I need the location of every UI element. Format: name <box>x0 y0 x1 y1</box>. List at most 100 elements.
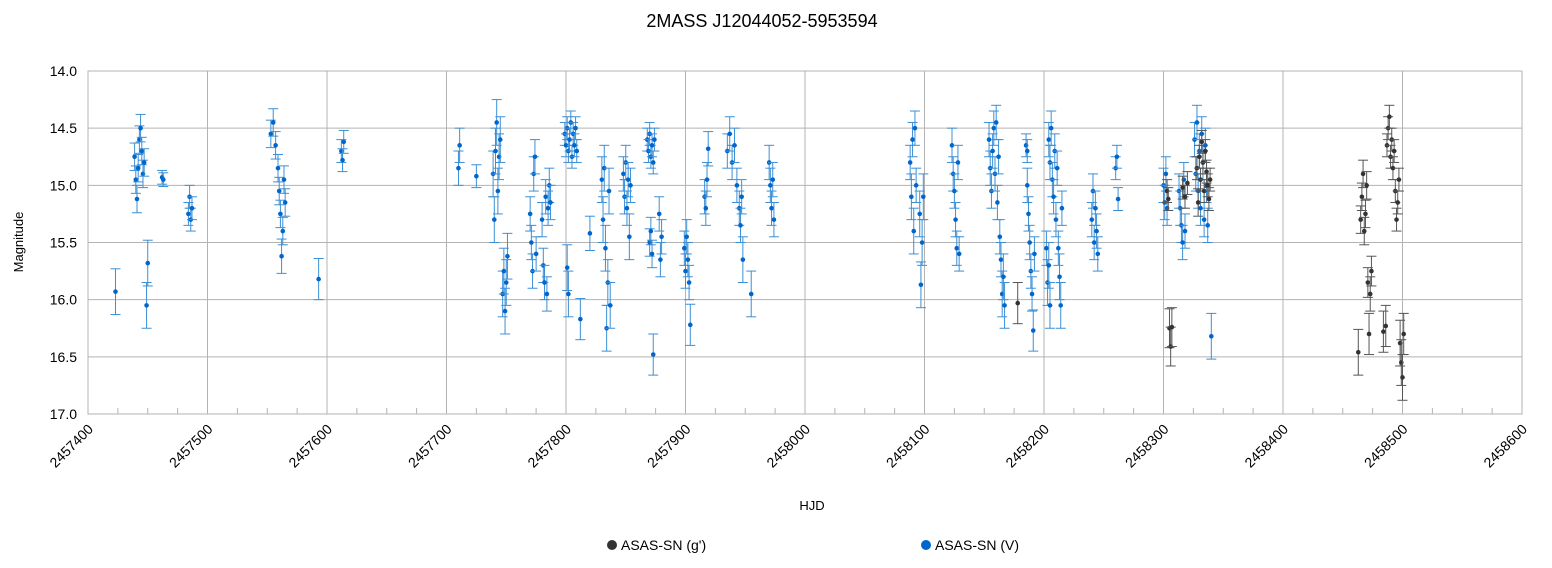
data-point <box>1369 268 1374 274</box>
y-tick-label: 15.0 <box>50 177 77 193</box>
data-point <box>734 183 740 188</box>
data-point <box>587 231 593 236</box>
data-point <box>1059 205 1065 211</box>
data-point <box>1046 137 1052 142</box>
data-point <box>909 194 914 200</box>
data-point <box>1396 177 1402 182</box>
data-point <box>189 205 195 211</box>
data-point <box>113 289 118 294</box>
data-point <box>1095 251 1101 257</box>
data-point <box>280 228 286 234</box>
legend-label: ASAS-SN (g') <box>621 537 706 553</box>
data-point <box>918 282 924 288</box>
data-point <box>545 205 551 211</box>
data-point <box>1093 205 1098 211</box>
data-point <box>1366 331 1372 337</box>
y-tick-label: 14.0 <box>50 63 77 79</box>
data-point <box>273 143 278 148</box>
data-point <box>533 251 539 257</box>
legend-item: ASAS-SN (g') <box>607 537 706 553</box>
data-point <box>1114 154 1120 160</box>
minor-ticks <box>87 408 1523 414</box>
data-point <box>1209 333 1214 339</box>
data-point <box>650 352 656 357</box>
data-point <box>606 188 612 194</box>
data-point <box>1206 196 1212 202</box>
data-point <box>1044 245 1049 251</box>
data-point <box>1360 171 1366 177</box>
data-point <box>563 143 569 148</box>
data-point <box>1058 303 1064 308</box>
data-point <box>607 303 613 308</box>
data-point <box>532 154 538 160</box>
data-point <box>494 120 499 125</box>
data-point <box>1024 183 1030 188</box>
data-point <box>685 257 691 262</box>
data-point <box>1199 139 1205 145</box>
data-point <box>1027 240 1032 245</box>
data-point <box>567 137 572 142</box>
data-point <box>160 177 166 182</box>
data-point <box>600 217 606 222</box>
data-point <box>1032 251 1037 257</box>
data-point <box>1024 148 1030 154</box>
data-point <box>1056 245 1061 251</box>
data-point <box>956 251 962 257</box>
data-point <box>1391 148 1397 154</box>
data-point <box>954 245 960 251</box>
legend-marker <box>607 540 617 550</box>
data-point <box>917 211 923 217</box>
data-point <box>340 157 345 163</box>
data-point <box>574 148 580 154</box>
data-point <box>539 217 545 222</box>
data-point <box>628 183 633 188</box>
data-point <box>1180 240 1185 245</box>
data-point <box>1198 205 1203 211</box>
data-point <box>133 177 139 182</box>
data-point <box>1165 196 1171 202</box>
data-point <box>1387 114 1392 120</box>
x-axis-label: HJD <box>799 498 824 513</box>
data-point <box>1197 154 1202 160</box>
data-point <box>281 177 287 182</box>
data-point <box>1205 223 1211 228</box>
data-point <box>282 200 288 205</box>
data-point <box>316 276 321 282</box>
y-axis-label: Magnitude <box>11 212 26 273</box>
data-point <box>138 125 143 131</box>
data-point <box>996 154 1001 160</box>
data-point <box>1182 228 1188 234</box>
data-point <box>768 183 773 188</box>
data-point <box>911 228 917 234</box>
data-point <box>659 234 664 240</box>
data-point <box>474 173 479 179</box>
data-point <box>949 143 955 148</box>
data-point <box>186 211 191 217</box>
data-point <box>139 148 145 154</box>
data-point <box>1194 120 1200 125</box>
data-point <box>141 160 147 165</box>
data-point <box>732 143 737 148</box>
data-point <box>527 211 533 217</box>
data-point <box>492 217 497 222</box>
data-point <box>727 131 733 137</box>
data-point <box>769 205 774 211</box>
data-point <box>656 211 662 217</box>
data-point <box>1395 200 1401 205</box>
y-tick-label: 17.0 <box>50 406 77 422</box>
data-point <box>276 188 282 194</box>
data-point <box>1201 188 1207 194</box>
data-point <box>907 160 913 165</box>
data-point <box>684 234 689 240</box>
data-point <box>648 228 654 234</box>
data-point <box>1026 211 1031 217</box>
data-point <box>1394 217 1399 222</box>
data-point <box>955 160 961 165</box>
legend-item: ASAS-SN (V) <box>921 537 1019 553</box>
data-point <box>1204 169 1209 174</box>
data-point <box>738 223 743 228</box>
data-point <box>1094 228 1099 234</box>
data-point <box>704 177 710 182</box>
data-point <box>953 217 958 222</box>
